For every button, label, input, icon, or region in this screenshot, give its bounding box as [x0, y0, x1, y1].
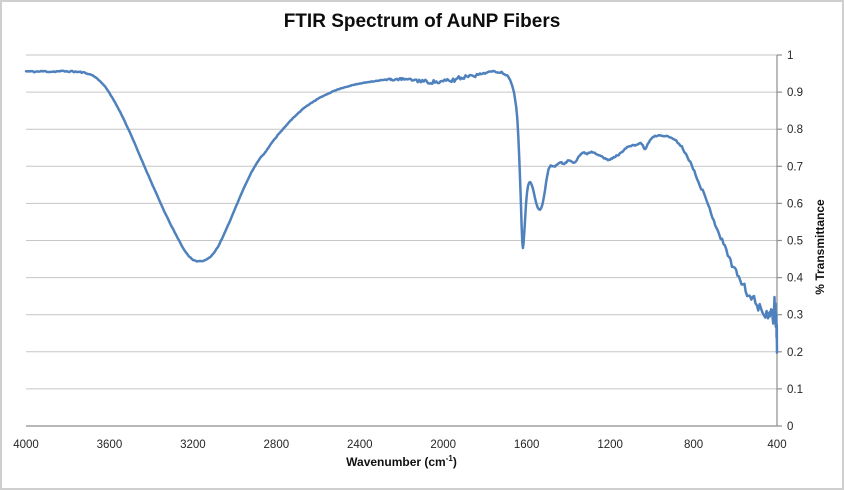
x-axis-title-suffix: ) — [452, 455, 457, 469]
y-tick-label: 0.8 — [787, 124, 803, 136]
y-tick-label: 0.4 — [787, 273, 804, 285]
y-tick-label: 1 — [787, 50, 793, 62]
y-tick-label: 0.6 — [787, 198, 803, 210]
y-tick-label: 0.2 — [787, 347, 803, 359]
y-tick-label: 0.1 — [787, 384, 803, 396]
y-tick-label: 0.9 — [787, 87, 803, 99]
y-tick-label: 0.5 — [787, 236, 803, 248]
y-axis-title: % Transmittance — [813, 199, 827, 295]
y-tick-label: 0.3 — [787, 310, 803, 322]
x-tick-label: 2800 — [264, 439, 290, 451]
x-tick-label: 2400 — [347, 439, 373, 451]
x-axis-title: Wavenumber (cm-1) — [26, 454, 777, 469]
x-tick-label: 3600 — [97, 439, 123, 451]
x-tick-label: 800 — [684, 439, 703, 451]
y-tick-label: 0 — [787, 421, 793, 433]
x-tick-label: 3200 — [180, 439, 206, 451]
x-tick-label: 2000 — [430, 439, 456, 451]
x-tick-label: 1600 — [514, 439, 540, 451]
x-tick-label: 400 — [767, 439, 786, 451]
x-axis-title-text: Wavenumber (cm — [346, 455, 446, 469]
x-tick-label: 1200 — [597, 439, 623, 451]
x-tick-label: 4000 — [13, 439, 39, 451]
x-axis-title-superscript: -1 — [445, 454, 453, 463]
spectrum-line — [24, 69, 779, 355]
chart-title: FTIR Spectrum of AuNP Fibers — [283, 11, 561, 32]
y-tick-label: 0.7 — [787, 161, 803, 173]
